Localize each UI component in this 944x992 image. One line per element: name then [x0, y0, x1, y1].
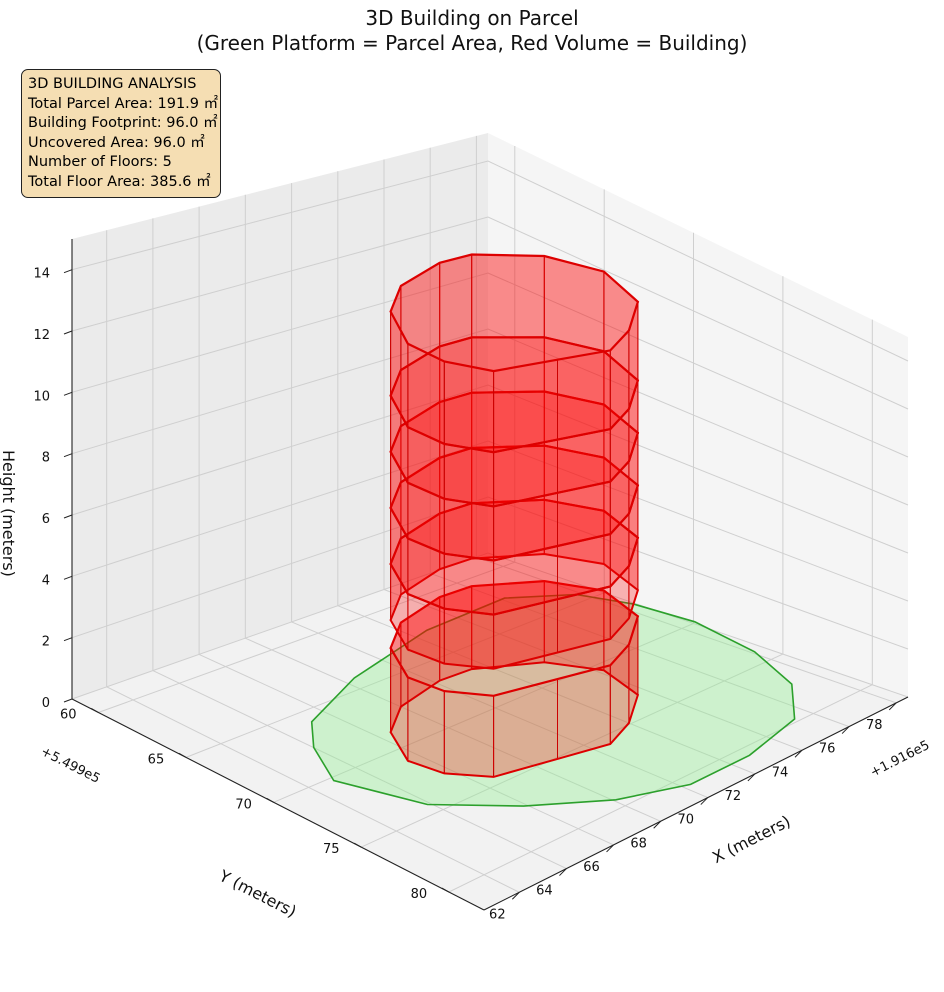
floor-side-face — [493, 359, 558, 453]
z-grid-line — [71, 328, 909, 506]
building-floor — [389, 498, 640, 670]
z-tick-mark — [63, 637, 73, 642]
info-line-parcel-area: Total Parcel Area: 191.9 ㎡ — [28, 95, 219, 112]
y-tick-mark — [266, 797, 274, 803]
info-line-floor-area: Total Floor Area: 385.6 ㎡ — [28, 173, 211, 190]
x-tick-mark — [888, 702, 897, 711]
info-line-floors: Number of Floors: 5 — [28, 154, 172, 171]
z-grid-line — [71, 160, 909, 362]
z-tick-label: 12 — [33, 328, 50, 343]
z-axis-label: Height (meters) — [0, 450, 18, 577]
z-grid-line — [71, 272, 909, 458]
x-tick-mark — [794, 749, 803, 758]
x-tick-label: 62 — [489, 907, 506, 922]
analysis-info-box: 3D BUILDING ANALYSIS Total Parcel Area: … — [21, 69, 221, 198]
floor-bottom-edge — [389, 661, 640, 778]
z-grid-line — [71, 496, 909, 650]
z-grid-line — [71, 216, 909, 410]
z-tick-mark — [63, 575, 73, 580]
x-axis-line — [483, 696, 909, 911]
y-axis-line — [71, 698, 485, 911]
y-tick-mark — [441, 887, 450, 893]
y-tick-mark — [354, 842, 362, 848]
floor-side-face — [443, 360, 495, 453]
info-line-building-footprint: Building Footprint: 96.0 ㎡ — [28, 115, 218, 132]
z-tick-mark — [63, 330, 73, 335]
x-tick-mark — [559, 868, 567, 876]
y-tick-mark — [91, 708, 99, 713]
z-tick-mark — [63, 391, 73, 396]
z-tick-mark — [63, 698, 73, 703]
floor-bottom-edge — [389, 498, 640, 616]
z-tick-label: 0 — [42, 696, 50, 711]
y-tick-label: 75 — [323, 842, 340, 857]
back-right-pane — [488, 133, 908, 697]
building-floor — [389, 390, 640, 562]
y-axis-label: Y (meters) — [215, 866, 299, 921]
info-line-uncovered-area: Uncovered Area: 96.0 ㎡ — [28, 134, 205, 151]
y-tick-label: 80 — [411, 887, 428, 902]
x-tick-label: 68 — [630, 836, 647, 851]
floor-side-face — [443, 690, 495, 778]
floor-bottom-edge — [389, 552, 640, 670]
x-tick-label: 70 — [678, 813, 695, 828]
z-tick-mark — [63, 269, 73, 274]
z-tick-mark — [63, 514, 73, 519]
floor-side-face — [443, 498, 495, 562]
floor-bottom-edge — [389, 336, 640, 454]
floor-pane — [72, 553, 908, 910]
building-volume — [389, 253, 640, 778]
x-tick-mark — [747, 773, 756, 782]
z-grid-line — [71, 440, 909, 602]
x-tick-label: 72 — [725, 789, 742, 804]
z-tick-label: 2 — [42, 635, 50, 650]
y-tick-label: 70 — [235, 797, 252, 812]
x-tick-label: 66 — [583, 860, 600, 875]
y-tick-label: 65 — [148, 752, 165, 767]
parcel-polygon — [310, 593, 796, 807]
parcel-platform — [310, 593, 796, 807]
chart-title: 3D Building on Parcel — [365, 6, 579, 30]
floor-side-face — [407, 676, 445, 775]
y-tick-label: 60 — [60, 707, 77, 722]
x-tick-label: 74 — [772, 765, 789, 780]
x-tick-label: 78 — [866, 718, 883, 733]
z-tick-label: 14 — [33, 267, 50, 282]
floor-side-face — [557, 664, 611, 760]
x-tick-mark — [700, 797, 709, 805]
z-tick-mark — [63, 453, 73, 458]
x-tick-mark — [606, 844, 614, 853]
z-tick-label: 6 — [42, 512, 50, 527]
x-tick-label: 76 — [819, 742, 836, 757]
axis-lines — [71, 239, 909, 911]
x-tick-mark — [653, 820, 662, 829]
z-tick-label: 4 — [42, 573, 50, 588]
y-offset-label: +5.499e5 — [38, 744, 102, 787]
y-tick-mark — [178, 752, 187, 758]
x-tick-mark — [841, 726, 850, 734]
x-tick-mark — [511, 891, 520, 900]
info-heading: 3D BUILDING ANALYSIS — [28, 76, 197, 92]
z-grid-line — [71, 384, 909, 554]
grid-lines — [71, 135, 909, 893]
building-floor — [389, 253, 640, 454]
z-grid-line — [71, 552, 909, 700]
z-tick-label: 8 — [42, 451, 50, 466]
floor-side-face — [557, 349, 611, 441]
floor-side-face — [443, 443, 495, 507]
x-axis-label: X (meters) — [709, 812, 793, 868]
building-floor — [389, 336, 640, 508]
floor-side-face — [443, 553, 495, 616]
floor-side-face — [443, 608, 495, 670]
x-offset-label: +1.916e5 — [868, 738, 932, 781]
chart-subtitle: (Green Platform = Parcel Area, Red Volum… — [196, 31, 748, 55]
z-tick-label: 10 — [33, 389, 50, 404]
x-tick-label: 64 — [536, 884, 553, 899]
